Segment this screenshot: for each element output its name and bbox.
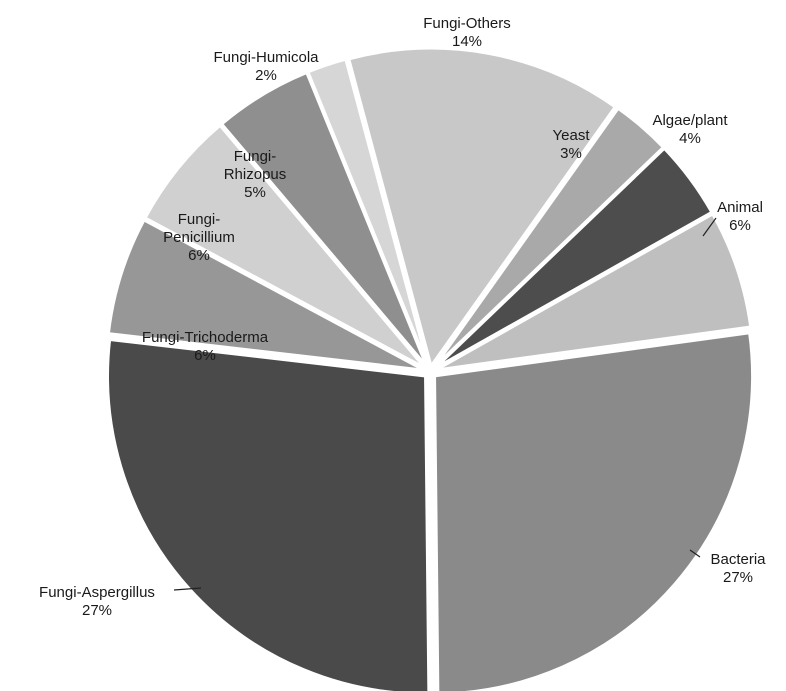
slice-name: Fungi-Others bbox=[423, 15, 511, 32]
slice-label: Fungi-Penicillium 6% bbox=[163, 211, 235, 264]
slice-name: Fungi-Humicola bbox=[213, 49, 319, 66]
slice-name: Rhizopus bbox=[224, 166, 287, 183]
slice-name: Yeast bbox=[553, 127, 591, 144]
slice-percent: 27% bbox=[82, 602, 112, 619]
slice-label: Yeast 3% bbox=[553, 127, 591, 162]
pie-slice-fungi-aspergillus bbox=[106, 337, 431, 691]
pie-slice-fungi-penicillium bbox=[143, 123, 427, 370]
slice-percent: 14% bbox=[452, 33, 482, 50]
slice-name: Bacteria bbox=[710, 551, 766, 568]
slice-label: Fungi-Trichoderma 6% bbox=[142, 329, 269, 364]
slice-name: Fungi- bbox=[178, 211, 221, 228]
slice-percent: 4% bbox=[679, 130, 701, 147]
slice-percent: 2% bbox=[255, 67, 277, 84]
pie-slice-fungi-trichoderma bbox=[106, 217, 425, 372]
slice-percent: 5% bbox=[244, 184, 266, 201]
pie-slice-animal bbox=[434, 211, 753, 372]
slice-percent: 6% bbox=[194, 347, 216, 364]
pie-slice-fungi-humicola bbox=[305, 57, 430, 367]
pie-slice-fungi-others bbox=[346, 46, 618, 370]
slice-name: Algae/plant bbox=[652, 112, 728, 129]
slice-percent: 6% bbox=[729, 217, 751, 234]
leader-line bbox=[173, 587, 202, 591]
slice-name: Animal bbox=[717, 199, 763, 216]
leader-line bbox=[689, 549, 701, 558]
pie-slices bbox=[106, 46, 755, 691]
slice-label: Fungi-Others 14% bbox=[423, 15, 511, 50]
slice-name: Fungi-Aspergillus bbox=[39, 584, 155, 601]
slice-percent: 6% bbox=[188, 247, 210, 264]
slice-label: Animal 6% bbox=[717, 199, 763, 234]
slice-label: Fungi-Humicola 2% bbox=[213, 49, 319, 84]
slice-label: Fungi-Aspergillus 27% bbox=[39, 584, 155, 619]
slice-name: Penicillium bbox=[163, 229, 235, 246]
slice-label: Bacteria 27% bbox=[710, 551, 766, 586]
slice-label: Fungi-Rhizopus 5% bbox=[224, 148, 287, 201]
leader-lines bbox=[173, 217, 717, 591]
slice-name: Fungi- bbox=[234, 148, 277, 165]
slice-name: Fungi-Trichoderma bbox=[142, 329, 269, 346]
slice-labels: Fungi-Others 14% Yeast 3% Algae/plant 4% Anima… bbox=[39, 15, 766, 619]
pie-slice-algae-plant bbox=[433, 146, 714, 370]
slice-percent: 3% bbox=[560, 145, 582, 162]
leader-line bbox=[702, 217, 717, 237]
slice-label: Algae/plant 4% bbox=[652, 112, 728, 147]
slice-percent: 27% bbox=[723, 569, 753, 586]
pie-slice-bacteria bbox=[433, 331, 755, 691]
